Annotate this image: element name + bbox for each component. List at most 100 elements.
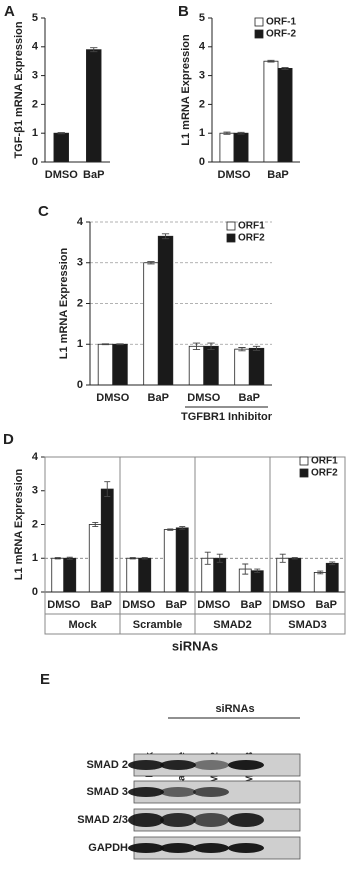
bar [63,557,77,593]
x-tick-label: DMSO [122,599,155,611]
y-axis-label: L1 mRNA Expression [58,247,70,359]
x-tick-label: BaP [83,169,104,181]
row-label: SMAD 2/3 [77,814,128,826]
error-bar [237,131,245,135]
y-tick-label: 4 [77,216,84,228]
band [128,760,164,770]
bar [138,557,152,593]
legend-swatch [299,456,309,466]
x-tick-label: DMSO [272,599,305,611]
error-bar [329,561,336,566]
group-label: Mock [68,619,97,631]
error-bar [254,568,261,573]
error-bar [141,557,148,560]
bar [233,132,249,163]
error-bar [147,261,155,265]
y-tick-label: 5 [32,12,38,24]
bar [143,262,159,386]
band [193,787,229,797]
legend-swatch [226,233,236,243]
error-bar [291,557,298,560]
panel-letter: B [178,3,189,20]
x-tick-label: DMSO [47,599,80,611]
band [160,843,196,853]
bar [325,562,339,593]
x-tick-label: BaP [241,599,262,611]
bar [86,49,102,163]
x-tick-label: BaP [267,169,288,181]
band [193,843,229,853]
y-tick-label: 0 [32,156,38,168]
panel-letter: C [38,203,49,220]
error-bar [167,528,174,531]
y-tick-label: 2 [199,98,205,110]
y-tick-label: 1 [32,552,38,564]
legend-swatch [254,17,264,27]
y-tick-label: 0 [77,379,83,391]
x-tick-label: BaP [239,392,260,404]
row-label: GAPDH [88,842,128,854]
error-bar [267,59,275,63]
y-tick-label: 2 [77,297,83,309]
y-tick-label: 1 [77,338,83,350]
band [193,760,229,770]
error-bar [161,233,170,240]
y-tick-label: 2 [32,98,38,110]
blot-header: siRNAs [215,703,254,715]
y-axis-label: L1 mRNA Expression [180,34,192,146]
bar [203,345,219,386]
x-axis-label: siRNAs [172,638,218,653]
bar [51,557,65,593]
x-tick-label: DMSO [96,392,129,404]
bar [112,343,128,386]
error-bar [216,553,223,563]
error-bar [92,522,99,527]
bar [88,524,102,593]
bar [97,343,114,386]
error-bar [192,342,201,350]
y-tick-label: 3 [199,70,205,82]
bar [288,557,302,593]
band [228,843,264,853]
error-bar [54,557,61,560]
error-bar [317,570,324,575]
error-bar [204,551,211,565]
band [228,760,264,770]
error-bar [129,557,136,560]
panel-letter: D [3,431,14,448]
band [228,813,264,827]
bar [213,557,227,593]
group-label: SMAD3 [288,619,327,631]
bar [313,572,327,593]
bar [100,488,114,593]
error-bar [238,347,246,352]
legend-label: ORF-2 [266,29,296,40]
y-tick-label: 1 [32,127,38,139]
bar [157,235,174,386]
y-axis-label: L1 mRNA Expression [13,468,25,580]
x-tick-label: DMSO [218,169,251,181]
x-tick-label: BaP [148,392,169,404]
row-label: SMAD 2 [86,759,128,771]
y-tick-label: 3 [77,257,83,269]
frame [44,456,346,635]
y-tick-label: 3 [32,485,38,497]
error-bar [242,563,249,575]
bar [126,557,140,593]
legend-swatch [254,29,264,39]
panel-letter: A [4,3,15,20]
error-bar [116,343,124,346]
error-bar [66,556,73,560]
band [128,813,164,827]
error-bar [57,132,65,135]
y-tick-label: 5 [199,12,205,24]
band [160,787,196,797]
y-tick-label: 4 [32,451,39,463]
error-bar [101,343,110,346]
error-bar [104,481,111,497]
band [128,787,164,797]
error-bar [207,342,215,350]
legend-swatch [226,221,236,231]
error-bar [281,67,289,70]
